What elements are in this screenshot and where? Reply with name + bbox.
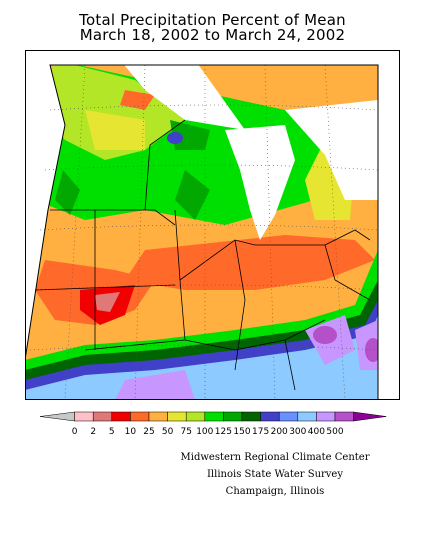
legend-label: 175 bbox=[252, 427, 269, 437]
legend-swatch bbox=[167, 411, 187, 422]
legend-swatch bbox=[260, 411, 280, 422]
legend-swatch bbox=[353, 411, 387, 422]
credit-center: Midwestern Regional Climate Center bbox=[180, 452, 370, 463]
map-title: Total Precipitation Percent of Mean bbox=[79, 11, 346, 29]
legend-label: 100 bbox=[196, 427, 213, 437]
legend-label: 400 bbox=[308, 427, 325, 437]
lake-michigan-area bbox=[225, 125, 295, 240]
map-date-range: March 18, 2002 to March 24, 2002 bbox=[79, 26, 346, 44]
color-legend: 0 2 5 10 25 50 75 100 125 150 175 200 300 400 500 bbox=[39, 411, 387, 437]
credit-location: Champaign, Illinois bbox=[225, 486, 325, 497]
legend-swatch bbox=[92, 411, 113, 422]
legend-swatch bbox=[204, 411, 224, 422]
legend-labels: 0 2 5 10 25 50 75 100 125 150 175 200 300 400 500 bbox=[72, 427, 344, 437]
legend-label: 150 bbox=[233, 427, 250, 437]
graticule bbox=[29, 64, 379, 400]
legend-label: 125 bbox=[215, 427, 232, 437]
legend-swatch bbox=[74, 411, 94, 422]
credit-survey: Illinois State Water Survey bbox=[206, 469, 343, 480]
legend-swatch bbox=[185, 411, 206, 422]
legend-swatches bbox=[39, 411, 387, 422]
legend-swatch bbox=[241, 411, 261, 422]
legend-swatch bbox=[148, 411, 168, 422]
legend-swatch bbox=[223, 411, 243, 422]
legend-label: 300 bbox=[289, 427, 306, 437]
legend-swatch bbox=[111, 411, 131, 422]
precipitation-fill bbox=[25, 65, 378, 400]
lake-superior-area bbox=[120, 60, 245, 130]
legend-label: 0 bbox=[72, 427, 78, 437]
legend-label: 200 bbox=[271, 427, 288, 437]
legend-swatch bbox=[334, 411, 354, 422]
legend-label: 75 bbox=[180, 427, 191, 437]
map-frame bbox=[25, 64, 379, 400]
legend-swatch bbox=[316, 411, 336, 422]
legend-label: 50 bbox=[162, 427, 174, 437]
outside-area-northeast bbox=[285, 100, 378, 200]
legend-swatch bbox=[39, 411, 75, 422]
legend-label: 5 bbox=[109, 427, 115, 437]
legend-swatch bbox=[130, 411, 150, 422]
legend-label: 2 bbox=[90, 427, 96, 437]
legend-label: 500 bbox=[326, 427, 343, 437]
legend-label: 10 bbox=[125, 427, 137, 437]
precipitation-map bbox=[25, 50, 400, 400]
legend-label: 25 bbox=[143, 427, 154, 437]
legend-swatch bbox=[278, 411, 299, 422]
plot-border bbox=[25, 50, 400, 400]
legend-swatch bbox=[297, 411, 317, 422]
